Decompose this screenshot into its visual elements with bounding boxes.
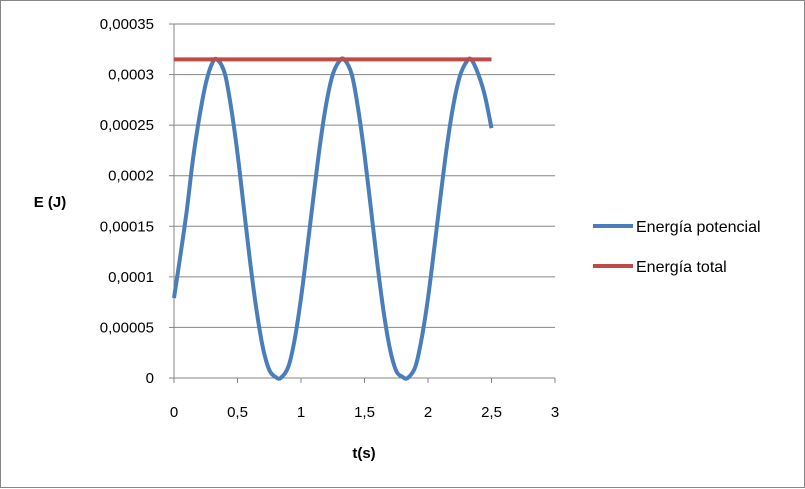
- tick-labels: 0 0,00005 0,0001 0,00015 0,0002 0,00025 0,0003…: [100, 16, 559, 421]
- y-tick-label: 0,0003: [108, 67, 154, 84]
- axes: [169, 23, 556, 383]
- y-tick-label: 0,00005: [100, 319, 154, 336]
- x-tick-label: 0,5: [227, 404, 248, 421]
- series-lines: [172, 56, 494, 381]
- x-tick-label: 0: [170, 404, 178, 421]
- legend: Energía potencial Energía total: [593, 219, 761, 276]
- series-line-0: [172, 56, 494, 381]
- x-tick-label: 2,5: [481, 404, 502, 421]
- legend-label-energia-total: Energía total: [636, 259, 727, 276]
- y-tick-label: 0: [146, 370, 154, 387]
- y-tick-label: 0,0002: [108, 168, 154, 185]
- grid-lines: [174, 23, 555, 379]
- x-tick-label: 1: [297, 404, 305, 421]
- y-tick-label: 0,00035: [100, 16, 154, 33]
- y-axis-title: E (J): [34, 194, 67, 211]
- y-tick-label: 0,0001: [108, 269, 154, 286]
- y-tick-label: 0,00025: [100, 117, 154, 134]
- x-axis-title: t(s): [352, 445, 375, 462]
- y-tick-label: 0,00015: [100, 218, 154, 235]
- legend-label-energia-potencial: Energía potencial: [636, 219, 761, 236]
- x-tick-label: 3: [551, 404, 559, 421]
- x-tick-label: 1,5: [354, 404, 375, 421]
- x-tick-label: 2: [424, 404, 432, 421]
